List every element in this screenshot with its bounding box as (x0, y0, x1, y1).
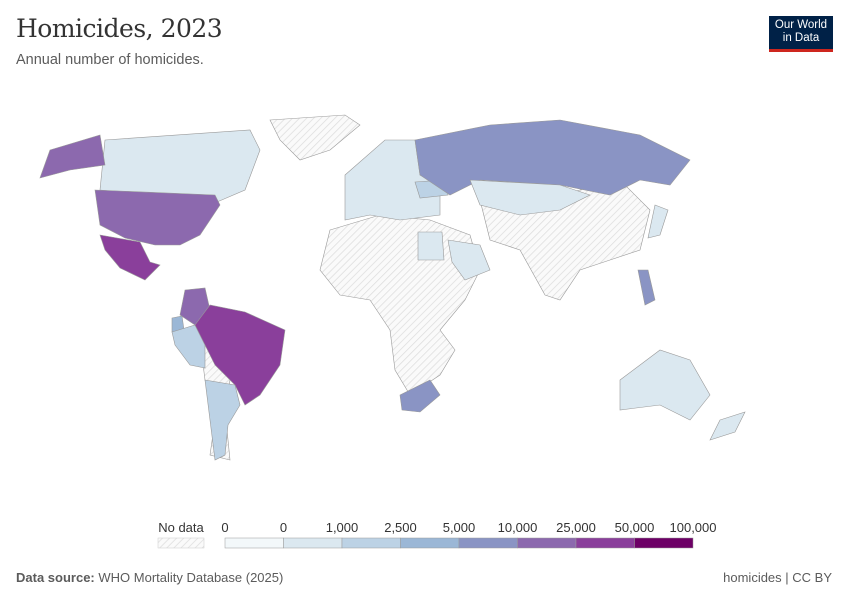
legend-bin-swatch[interactable] (283, 537, 343, 549)
country-australia[interactable] (619, 349, 711, 421)
data-source: Data source: WHO Mortality Database (202… (16, 570, 284, 585)
license[interactable]: homicides | CC BY (723, 570, 832, 585)
country-nz[interactable] (709, 411, 746, 441)
country-japan[interactable] (647, 204, 669, 239)
legend-tick-label: 10,000 (498, 520, 538, 535)
legend-bin-swatch[interactable] (400, 537, 460, 549)
legend-tick-label: 1,000 (326, 520, 359, 535)
legend-no-data-swatch (157, 537, 205, 549)
legend-bin-swatch[interactable] (458, 537, 518, 549)
page-title: Homicides, 2023 (16, 14, 223, 43)
country-alaska[interactable] (39, 134, 106, 179)
legend-tick-label: 50,000 (615, 520, 655, 535)
legend-tick-label: 25,000 (556, 520, 596, 535)
legend-tick-label: 100,000 (670, 520, 717, 535)
legend-bin-swatch[interactable] (224, 537, 284, 549)
country-mexico[interactable] (99, 234, 161, 281)
country-south-africa[interactable] (399, 379, 441, 413)
legend: No data 0 0 1,000 2,500 5,000 10,000 25,000 50,… (157, 520, 717, 549)
country-brazil[interactable] (194, 304, 286, 406)
legend-tick-label: 0 (221, 520, 228, 535)
legend-tick-label: 0 (280, 520, 287, 535)
country-argentina[interactable] (204, 379, 241, 461)
legend-bin-swatch[interactable] (575, 537, 635, 549)
country-egypt[interactable] (417, 231, 445, 261)
legend-bin-swatch[interactable] (341, 537, 401, 549)
legend-bin-swatch[interactable] (634, 537, 694, 549)
country-europe[interactable] (344, 139, 441, 221)
owid-logo[interactable]: Our World in Data (769, 16, 833, 52)
data-source-link[interactable]: WHO Mortality Database (2025) (98, 570, 284, 585)
country-us[interactable] (94, 189, 221, 246)
legend-tick-label: 5,000 (443, 520, 476, 535)
legend-bin-swatch[interactable] (517, 537, 577, 549)
legend-tick-label: 2,500 (384, 520, 417, 535)
legend-no-data-label: No data (158, 520, 204, 535)
page-subtitle: Annual number of homicides. (16, 52, 204, 68)
country-kazakhstan[interactable] (469, 179, 591, 216)
country-saudi[interactable] (447, 239, 491, 281)
country-philippines[interactable] (637, 269, 656, 306)
country-russia[interactable] (414, 119, 691, 196)
